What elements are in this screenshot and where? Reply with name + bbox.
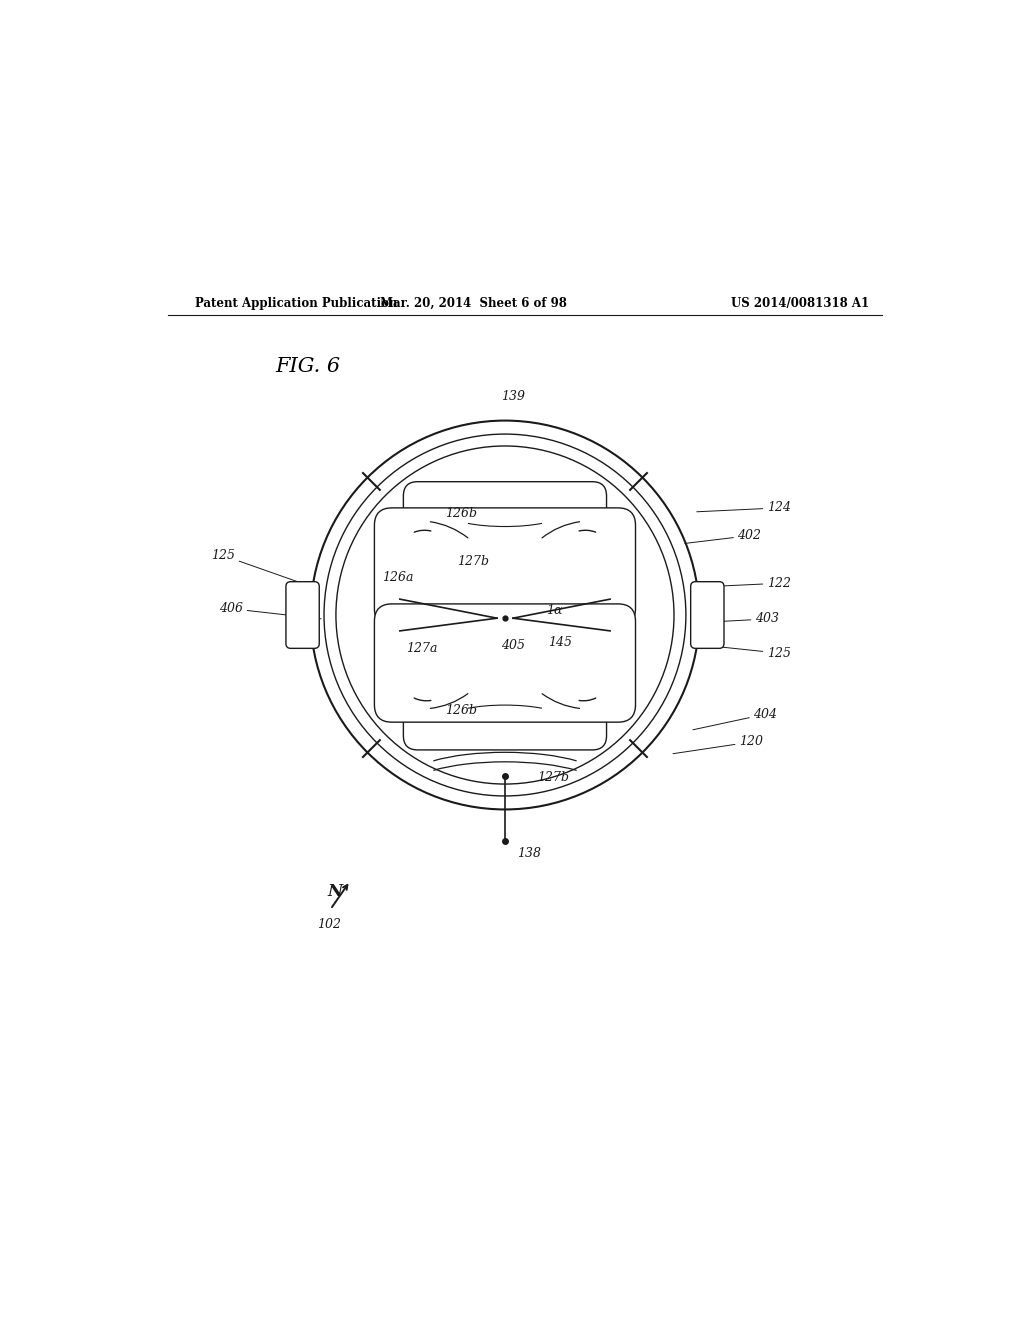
Text: 127b: 127b — [537, 771, 568, 784]
Text: Mar. 20, 2014  Sheet 6 of 98: Mar. 20, 2014 Sheet 6 of 98 — [380, 297, 566, 310]
Text: 406: 406 — [219, 602, 322, 619]
Text: 139: 139 — [501, 391, 525, 403]
Text: 127b: 127b — [457, 556, 489, 569]
Text: 145: 145 — [549, 636, 572, 649]
Text: 404: 404 — [693, 708, 777, 730]
Text: 125: 125 — [211, 549, 305, 585]
FancyBboxPatch shape — [403, 482, 606, 554]
Text: 125: 125 — [705, 645, 791, 660]
Text: N: N — [328, 883, 343, 900]
Text: 402: 402 — [685, 529, 762, 544]
Text: Patent Application Publication: Patent Application Publication — [196, 297, 398, 310]
Text: 126b: 126b — [445, 507, 477, 520]
Text: 127a: 127a — [406, 642, 437, 655]
Text: 138: 138 — [517, 846, 541, 859]
FancyBboxPatch shape — [375, 605, 636, 722]
Text: 1α: 1α — [546, 603, 563, 616]
Text: 120: 120 — [673, 735, 763, 754]
Text: 124: 124 — [696, 502, 791, 515]
Text: 122: 122 — [696, 577, 791, 590]
Text: 126a: 126a — [382, 572, 414, 585]
Text: 126b: 126b — [445, 704, 477, 717]
Text: FIG. 6: FIG. 6 — [274, 358, 340, 376]
FancyBboxPatch shape — [690, 582, 724, 648]
Text: 102: 102 — [316, 917, 341, 931]
Text: 403: 403 — [693, 612, 779, 626]
Text: 405: 405 — [501, 639, 525, 652]
FancyBboxPatch shape — [403, 677, 606, 750]
FancyBboxPatch shape — [286, 582, 319, 648]
Text: US 2014/0081318 A1: US 2014/0081318 A1 — [731, 297, 869, 310]
FancyBboxPatch shape — [375, 508, 636, 626]
